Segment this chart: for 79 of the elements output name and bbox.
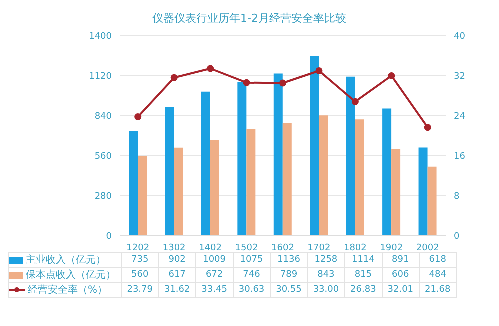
y2-tick-label: 24 [454, 112, 466, 122]
data-label: 26.83 [344, 282, 382, 298]
point [388, 72, 396, 80]
bar [201, 92, 210, 236]
data-label: 1075 [233, 252, 270, 268]
data-label: 484 [419, 268, 456, 282]
bar [319, 116, 328, 236]
bar [418, 148, 428, 236]
data-label: 31.62 [158, 282, 196, 298]
y-tick-label: 560 [94, 152, 112, 162]
data-label: 843 [308, 268, 345, 282]
data-label: 606 [382, 268, 420, 282]
data-label: 23.79 [122, 282, 159, 298]
bar [274, 74, 283, 236]
x-tick-label: 1402 [199, 243, 222, 254]
x-tick-label: 2002 [416, 243, 440, 254]
data-label: 32.01 [382, 282, 420, 298]
bar [392, 149, 401, 236]
legend-label: 经营安全率（%） [27, 284, 108, 297]
point [207, 65, 214, 72]
data-label: 21.68 [419, 282, 456, 298]
bar [210, 140, 220, 236]
legend-label: 保本点收入（亿元） [25, 268, 116, 282]
bar [310, 56, 320, 236]
x-tick-label: 1502 [235, 243, 258, 254]
point [243, 79, 250, 86]
data-label: 1114 [344, 252, 382, 268]
data-label: 30.63 [233, 282, 270, 298]
x-tick-label: 1602 [272, 243, 294, 254]
data-label: 1258 [308, 252, 345, 268]
point [280, 80, 286, 87]
bar [138, 156, 147, 236]
x-tick-label: 1902 [380, 243, 404, 254]
bar [238, 82, 247, 236]
point [134, 114, 142, 121]
data-label: 33.45 [196, 282, 234, 298]
data-label: 789 [270, 268, 308, 282]
y-tick-label: 1400 [89, 32, 112, 42]
bar [346, 76, 356, 236]
y2-tick-label: 40 [454, 32, 466, 42]
x-tick-label: 1302 [162, 243, 186, 254]
x-tick-label: 1802 [344, 243, 367, 254]
bar [174, 148, 184, 236]
data-label: 560 [122, 268, 159, 282]
bar [382, 108, 392, 236]
legend-label: 主业收入（亿元） [25, 254, 106, 267]
data-label: 735 [122, 252, 159, 268]
bar [246, 129, 256, 236]
data-label: 33.00 [308, 282, 345, 298]
chart-title: 仪器仪表行业历年1-2月经营安全率比较 [152, 11, 348, 27]
bar [428, 166, 437, 236]
point [424, 124, 432, 132]
y-tick-label: 1120 [89, 72, 112, 82]
point [316, 68, 323, 74]
point [170, 74, 178, 82]
y-tick-label: 840 [94, 112, 112, 122]
data-label: 30.55 [270, 282, 308, 298]
x-tick-label: 1702 [308, 243, 331, 254]
data-label: 902 [158, 252, 196, 268]
data-label: 618 [419, 252, 456, 268]
y2-tick-label: 8 [454, 192, 460, 202]
data-label: 617 [158, 268, 196, 282]
bar [355, 120, 364, 236]
data-label: 746 [233, 268, 270, 282]
data-label: 1009 [196, 252, 234, 268]
data-label: 891 [382, 252, 420, 268]
data-label: 672 [196, 268, 234, 282]
bar [165, 107, 174, 236]
y-tick-label: 0 [106, 232, 112, 242]
data-label: 1136 [270, 252, 308, 268]
x-tick-label: 1202 [126, 243, 150, 254]
bar [282, 123, 292, 236]
point [352, 98, 359, 106]
y2-tick-label: 32 [454, 72, 466, 82]
bar [129, 131, 138, 236]
y2-tick-label: 0 [454, 232, 460, 242]
data-label: 815 [344, 268, 382, 282]
y-tick-label: 280 [94, 192, 112, 202]
y2-tick-label: 16 [454, 152, 466, 162]
